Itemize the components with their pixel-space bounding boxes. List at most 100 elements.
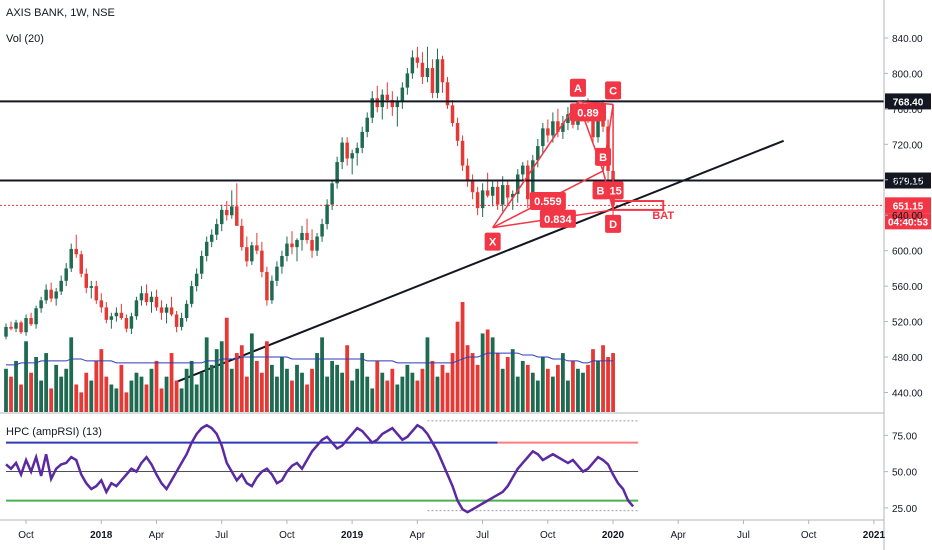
price-pane[interactable]: X A B C D 0.89 0.559 0.834 B 15 BAT [0,46,884,383]
volume-bar [49,388,54,412]
time-tick-label: Oct [279,530,295,541]
indicator-pane[interactable] [5,420,639,514]
volume-bar [114,388,119,412]
candle-body [134,300,139,317]
volume-bar [370,388,375,412]
pattern-point-label: B [597,185,605,197]
candle-body [219,209,224,225]
volume-bar [59,376,64,412]
volume-bar [295,364,299,412]
candle-body [440,59,445,83]
price-tick-label: 520.00 [892,318,923,329]
time-tick-label: Apr [410,530,426,541]
candle-body [204,241,209,256]
volume-bar [540,357,545,412]
volume-pane [4,302,615,412]
candle-body [551,121,555,136]
volume-bar [290,380,294,412]
candle-body [445,82,450,106]
pattern-point-marker [607,181,624,200]
ratio-label: 0.834 [544,214,572,226]
candle-body [465,165,470,180]
candle-body [129,316,134,329]
candle-body [325,204,329,225]
pattern-point-label: 15 [609,185,621,197]
volume-bar [64,368,69,412]
price-tag [885,172,931,189]
volume-bar [149,368,154,412]
indicator-line [5,423,635,514]
volume-bar [300,372,304,412]
time-tick-label: Apr [670,530,686,541]
candle-body [510,193,515,198]
volume-bar [545,368,550,412]
candle-body [521,165,525,175]
candle-body [385,94,390,100]
candle-body [596,115,600,138]
candle-body [24,318,28,333]
pattern-point-marker [605,214,622,233]
candle-body [505,185,510,198]
time-tick-label: Jul [737,530,750,541]
candle-body [360,131,364,148]
candle-body [114,312,119,317]
candle-body [104,307,109,320]
volume-bar [285,368,289,412]
candle-body [109,316,114,320]
volume-bar [576,368,580,412]
candle-body [59,280,63,292]
candle-body [375,98,380,108]
volume-bar [99,349,104,412]
candle-body [179,318,184,327]
volume-bar [320,337,324,412]
candle-body [159,307,164,313]
trend-line [176,139,785,383]
candle-body [355,147,359,154]
candle-body [405,73,410,88]
candle-body [29,318,33,325]
volume-bar [209,364,214,412]
volume-bar [596,360,600,412]
volume-bar [14,360,18,412]
pattern-point-label: C [609,85,617,97]
volume-bar [24,341,28,412]
time-tick-label: Oct [540,530,556,541]
indicator-title: HPC (ampRSI) (13) [6,426,102,438]
volume-bar [515,376,520,412]
volume-bar [380,372,385,412]
candle-body [365,117,369,132]
volume-bar [169,353,174,412]
volume-bar [129,380,134,412]
candle-body [516,174,520,194]
candle-body [164,307,169,313]
ratio-marker [529,192,566,211]
candle-body [194,273,199,287]
volume-bar [455,321,460,412]
volume-bar [154,360,159,412]
candle-body [230,206,234,216]
volume-bar [375,360,380,412]
ratio-label: 0.559 [534,196,562,208]
candle-body [345,142,349,159]
candle-body [39,300,43,309]
price-tick-label: 640.00 [892,211,923,222]
ratio-marker [539,209,576,228]
volume-bar [179,388,184,412]
volume-bar [264,341,269,412]
time-tick-label: Oct [801,530,817,541]
volume-bar [566,380,570,412]
candle-body [500,185,505,205]
volume-bar [89,380,94,412]
candle-body [4,326,8,337]
pattern-point-marker [569,78,586,97]
volume-bar [4,368,8,412]
volume-bar [244,376,249,412]
volume-bar [275,376,279,412]
time-tick-label: Oct [18,530,34,541]
candle-body [74,248,78,255]
candle-body [290,243,294,248]
pattern-point-marker [484,232,501,251]
volume-bar [525,364,530,412]
time-tick-label: Apr [149,530,165,541]
